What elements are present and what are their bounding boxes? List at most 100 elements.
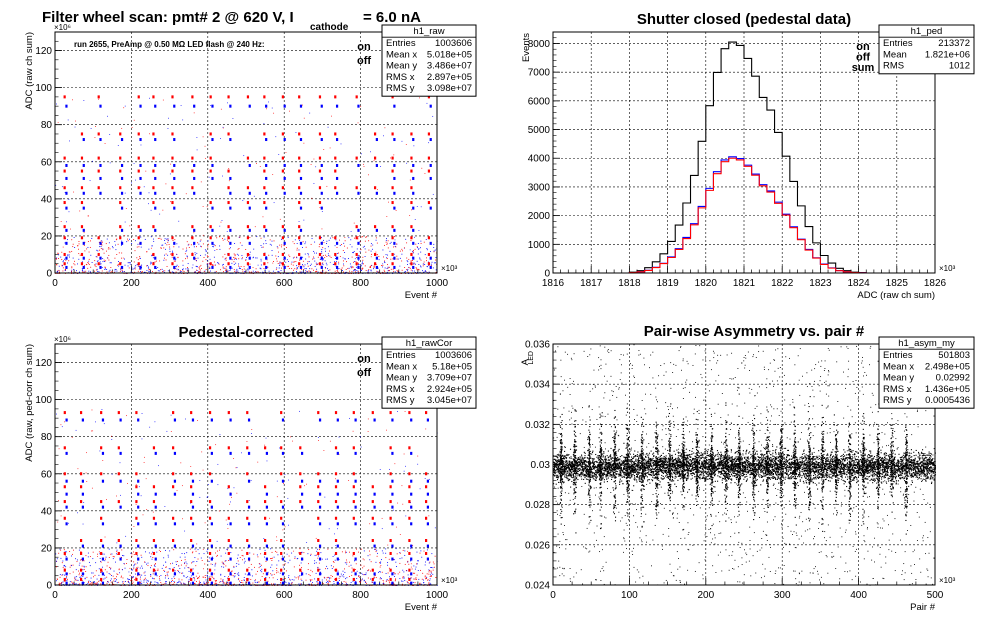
event-point bbox=[329, 237, 331, 239]
event-point bbox=[216, 555, 218, 557]
event-point bbox=[216, 237, 218, 239]
event-point bbox=[199, 575, 200, 577]
off-cluster-point bbox=[65, 241, 68, 245]
on-cluster-point bbox=[246, 262, 250, 266]
event-point bbox=[61, 426, 63, 428]
off-cluster-point bbox=[320, 256, 323, 260]
on-cluster-point bbox=[227, 262, 230, 266]
off-cluster-point bbox=[336, 492, 339, 496]
on-cluster-point bbox=[171, 156, 174, 160]
event-point bbox=[57, 271, 59, 273]
event-point bbox=[418, 269, 420, 271]
event-point bbox=[80, 551, 82, 553]
event-point bbox=[382, 583, 384, 584]
on-cluster-point bbox=[334, 500, 338, 504]
event-point bbox=[250, 563, 252, 565]
event-point bbox=[345, 272, 347, 273]
event-point bbox=[78, 248, 80, 250]
asym-point bbox=[684, 506, 686, 508]
event-point bbox=[393, 583, 395, 585]
event-point bbox=[384, 267, 386, 269]
event-point bbox=[346, 247, 348, 249]
event-point bbox=[148, 248, 150, 250]
event-point bbox=[145, 170, 147, 172]
on-cluster-point bbox=[117, 551, 120, 555]
off-cluster-point bbox=[139, 191, 142, 195]
event-point bbox=[340, 143, 342, 145]
event-point bbox=[394, 271, 396, 273]
event-point bbox=[191, 562, 192, 564]
event-point bbox=[352, 252, 354, 254]
event-point bbox=[330, 257, 332, 258]
asym-point bbox=[918, 516, 920, 518]
event-point bbox=[200, 239, 202, 241]
event-point bbox=[431, 553, 433, 555]
event-point bbox=[170, 582, 172, 584]
off-cluster-point bbox=[391, 418, 394, 422]
event-point bbox=[404, 554, 406, 556]
event-point bbox=[307, 254, 309, 256]
asym-point bbox=[774, 516, 776, 518]
event-point bbox=[375, 239, 377, 241]
off-cluster-point bbox=[193, 241, 196, 245]
event-point bbox=[98, 568, 100, 570]
off-cluster-point bbox=[391, 522, 394, 526]
event-point bbox=[190, 575, 192, 577]
event-point bbox=[158, 465, 159, 467]
event-point bbox=[387, 240, 389, 242]
off-cluster-point bbox=[318, 418, 322, 422]
event-point bbox=[420, 240, 422, 242]
on-cluster-point bbox=[172, 411, 175, 415]
on-cluster-point bbox=[63, 186, 66, 190]
on-cluster-point bbox=[317, 485, 320, 489]
on-cluster-point bbox=[317, 539, 320, 543]
x-tick-label: 600 bbox=[276, 278, 293, 289]
event-point bbox=[202, 136, 204, 138]
asym-point bbox=[753, 354, 755, 356]
event-point bbox=[144, 574, 146, 576]
off-cluster-point bbox=[139, 104, 142, 108]
y-tick-label: 0.036 bbox=[525, 340, 550, 351]
on-cluster-point bbox=[427, 262, 431, 266]
event-point bbox=[111, 271, 113, 273]
event-point bbox=[101, 244, 103, 246]
off-cluster-point bbox=[412, 256, 415, 260]
event-point bbox=[114, 270, 116, 272]
event-point bbox=[91, 583, 93, 585]
event-point bbox=[237, 270, 239, 272]
event-point bbox=[105, 243, 107, 245]
event-point bbox=[321, 263, 323, 265]
event-point bbox=[394, 573, 396, 575]
event-point bbox=[293, 579, 295, 581]
event-point bbox=[133, 561, 135, 563]
event-point bbox=[423, 271, 425, 273]
event-point bbox=[361, 263, 363, 265]
event-point bbox=[277, 554, 279, 556]
event-point bbox=[375, 551, 377, 553]
event-point bbox=[296, 247, 298, 249]
event-point bbox=[379, 578, 381, 580]
asym-point bbox=[796, 534, 798, 536]
event-point bbox=[159, 579, 161, 581]
event-point bbox=[364, 248, 366, 250]
event-point bbox=[243, 562, 245, 564]
on-cluster-point bbox=[171, 201, 174, 205]
off-cluster-point bbox=[154, 228, 157, 232]
event-point bbox=[360, 580, 362, 582]
event-point bbox=[153, 578, 155, 580]
event-point bbox=[208, 176, 210, 178]
event-point bbox=[355, 266, 357, 268]
event-point bbox=[388, 270, 390, 272]
event-point bbox=[387, 564, 389, 566]
event-point bbox=[213, 246, 214, 248]
event-point bbox=[61, 574, 63, 576]
event-point bbox=[173, 260, 175, 262]
asym-point bbox=[682, 360, 684, 362]
event-point bbox=[390, 258, 392, 260]
event-point bbox=[360, 548, 362, 550]
event-point bbox=[117, 265, 119, 267]
event-point bbox=[184, 530, 186, 532]
event-point bbox=[198, 553, 200, 555]
on-cluster-point bbox=[227, 539, 230, 543]
event-point bbox=[298, 266, 300, 268]
